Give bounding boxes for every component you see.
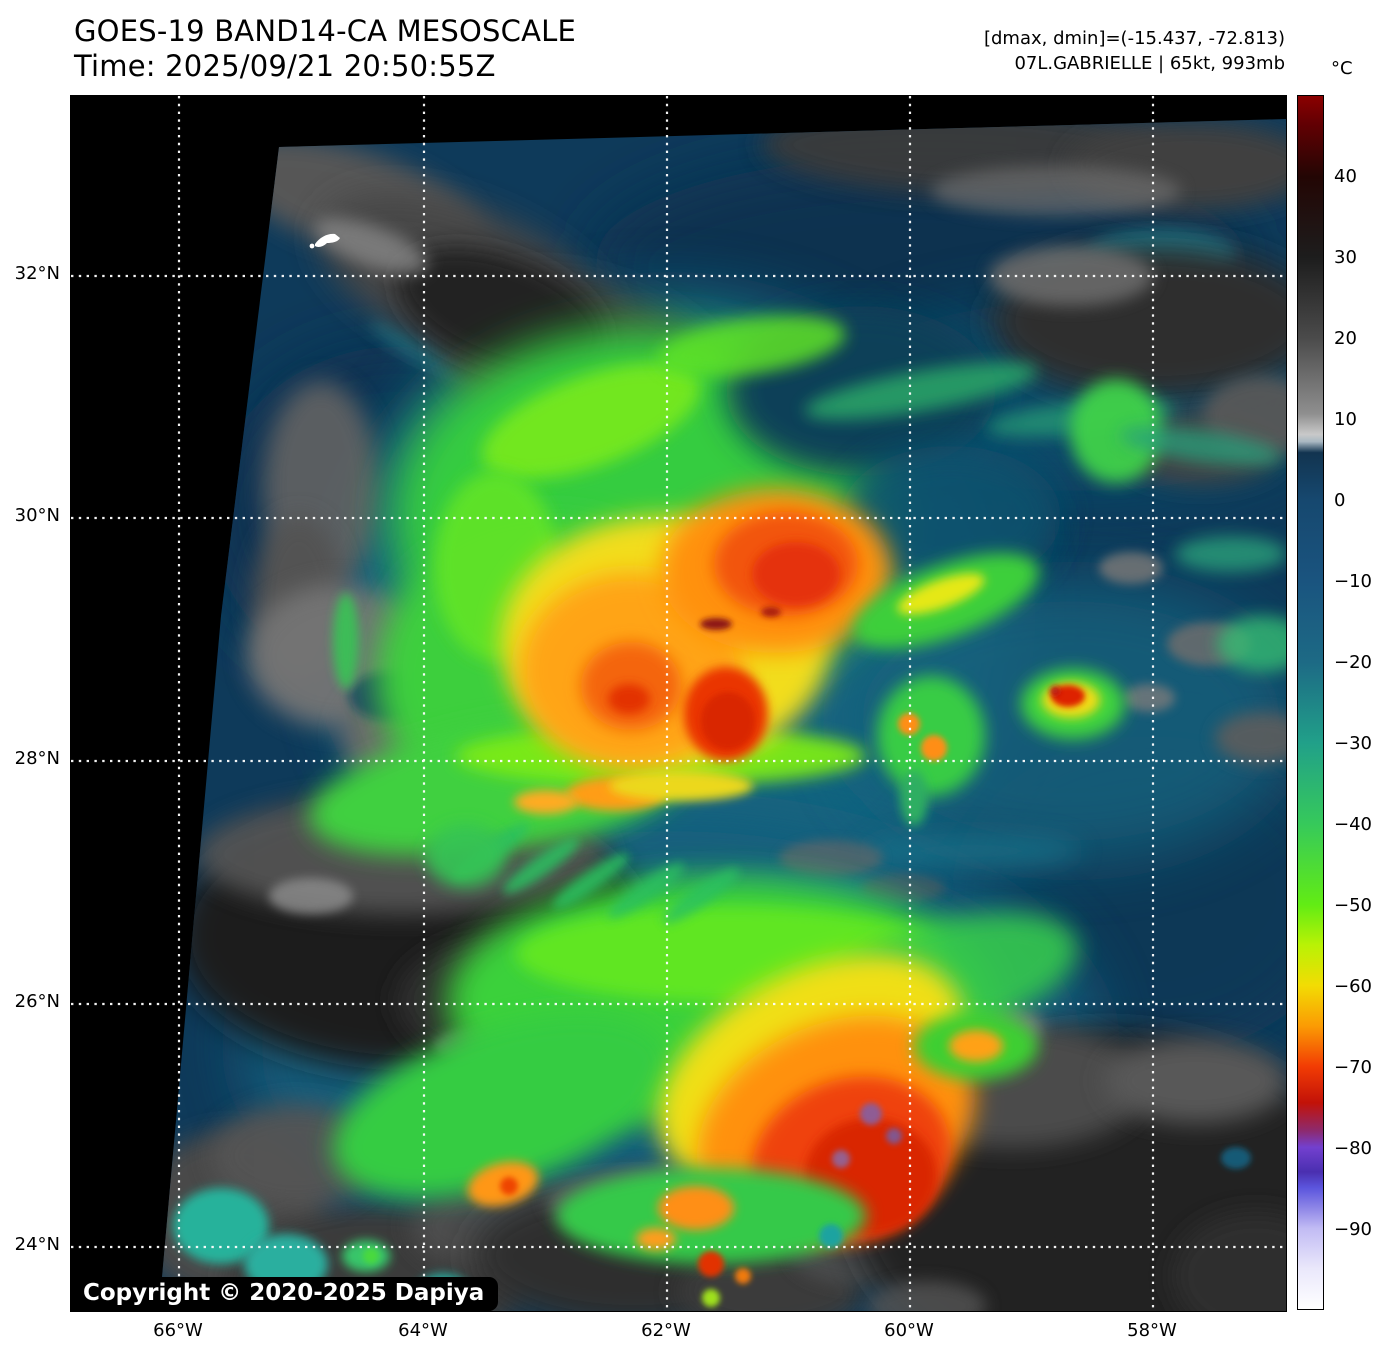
page-title: GOES-19 BAND14-CA MESOSCALE	[74, 14, 576, 48]
lon-label-58w: 58°W	[1127, 1320, 1177, 1341]
figure-header: GOES-19 BAND14-CA MESOSCALE Time: 2025/0…	[74, 14, 576, 84]
lat-label-28n: 28°N	[14, 748, 60, 769]
colorbar-tick-0: 0	[1334, 490, 1346, 511]
colorbar-unit-label: °C	[1331, 58, 1353, 79]
lon-label-66w: 66°W	[153, 1320, 203, 1341]
colorbar-tick-40: 40	[1334, 166, 1357, 187]
bermuda-island	[309, 233, 340, 249]
colorbar	[1297, 95, 1324, 1310]
colorbar-tick-n20: −20	[1334, 652, 1372, 673]
timestamp: Time: 2025/09/21 20:50:55Z	[74, 49, 496, 83]
lon-label-60w: 60°W	[884, 1320, 934, 1341]
copyright-badge: Copyright © 2020-2025 Dapiya	[71, 1277, 499, 1311]
colorbar-tick-n90: −90	[1334, 1219, 1372, 1240]
colorbar-tick-n80: −80	[1334, 1138, 1372, 1159]
colorbar-tick-30: 30	[1334, 247, 1357, 268]
lon-label-64w: 64°W	[398, 1320, 448, 1341]
colorbar-tick-10: 10	[1334, 409, 1357, 430]
lat-label-24n: 24°N	[14, 1234, 60, 1255]
colorbar-tick-n10: −10	[1334, 571, 1372, 592]
lon-label-62w: 62°W	[641, 1320, 691, 1341]
colorbar-tick-n60: −60	[1334, 976, 1372, 997]
colorbar-tick-n40: −40	[1334, 814, 1372, 835]
dmax-dmin-readout: [dmax, dmin]=(-15.437, -72.813)	[983, 28, 1285, 49]
figure-header-right: [dmax, dmin]=(-15.437, -72.813) 07L.GABR…	[984, 26, 1285, 76]
colorbar-tick-n70: −70	[1334, 1057, 1372, 1078]
lat-label-30n: 30°N	[14, 505, 60, 526]
colorbar-tick-n30: −30	[1334, 733, 1372, 754]
colorbar-tick-20: 20	[1334, 328, 1357, 349]
storm-info: 07L.GABRIELLE | 65kt, 993mb	[1014, 53, 1285, 74]
lat-label-26n: 26°N	[14, 991, 60, 1012]
satellite-map-panel: Copyright © 2020-2025 Dapiya	[70, 95, 1287, 1312]
lat-label-32n: 32°N	[14, 263, 60, 284]
data-swath	[159, 119, 1286, 1311]
satellite-imagery	[71, 96, 1286, 1311]
colorbar-tick-n50: −50	[1334, 895, 1372, 916]
